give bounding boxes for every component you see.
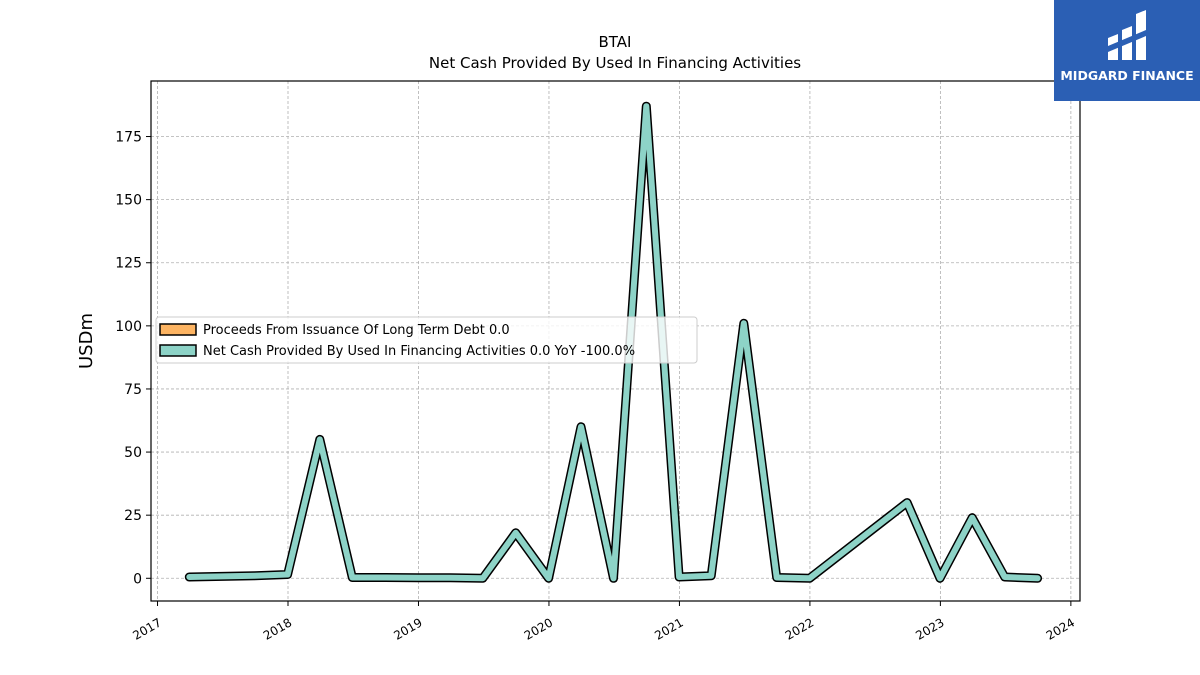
brand-mark-icon: [1108, 10, 1146, 60]
x-tick-label: 2021: [652, 615, 685, 642]
y-tick-label: 0: [133, 571, 142, 587]
x-tick-label: 2022: [783, 615, 816, 642]
brand-logo: MIDGARD FINANCE: [1054, 0, 1200, 101]
legend-box: [155, 316, 698, 364]
y-tick-label: 125: [115, 256, 142, 272]
series-layer: [184, 101, 1043, 583]
legend-swatch: [159, 323, 197, 336]
x-tick-label: 2020: [522, 615, 555, 642]
y-tick-label: 150: [115, 193, 142, 209]
brand-name: MIDGARD FINANCE: [1060, 68, 1194, 83]
y-tick-label: 100: [115, 319, 142, 335]
y-tick-label: 175: [115, 130, 142, 146]
y-tick-label: 50: [124, 445, 142, 461]
chart-title: BTAI: [599, 33, 632, 51]
x-tick-label: 2019: [391, 615, 424, 642]
plot-frame: [150, 80, 1081, 602]
legend-label: Net Cash Provided By Used In Financing A…: [203, 344, 635, 359]
y-tick-label: 25: [124, 508, 142, 524]
series-line-net-cash-financing: [186, 103, 1041, 582]
legend: Proceeds From Issuance Of Long Term Debt…: [155, 316, 698, 364]
x-tick-label: 2017: [130, 615, 163, 642]
legend-swatch: [159, 344, 197, 357]
y-axis-label: USDm: [76, 313, 97, 369]
x-tick-label: 2018: [261, 615, 294, 642]
chart-subtitle: Net Cash Provided By Used In Financing A…: [429, 54, 801, 72]
x-tick-label: 2024: [1044, 615, 1077, 642]
x-axis: 2017 2018 2019 2020 2021 2022 2023 2024: [130, 601, 1077, 643]
y-tick-label: 75: [124, 382, 142, 398]
legend-label: Proceeds From Issuance Of Long Term Debt…: [203, 323, 510, 338]
y-axis: 0 25 50 75 100 125 150 175: [115, 130, 151, 587]
x-tick-label: 2023: [913, 615, 946, 642]
